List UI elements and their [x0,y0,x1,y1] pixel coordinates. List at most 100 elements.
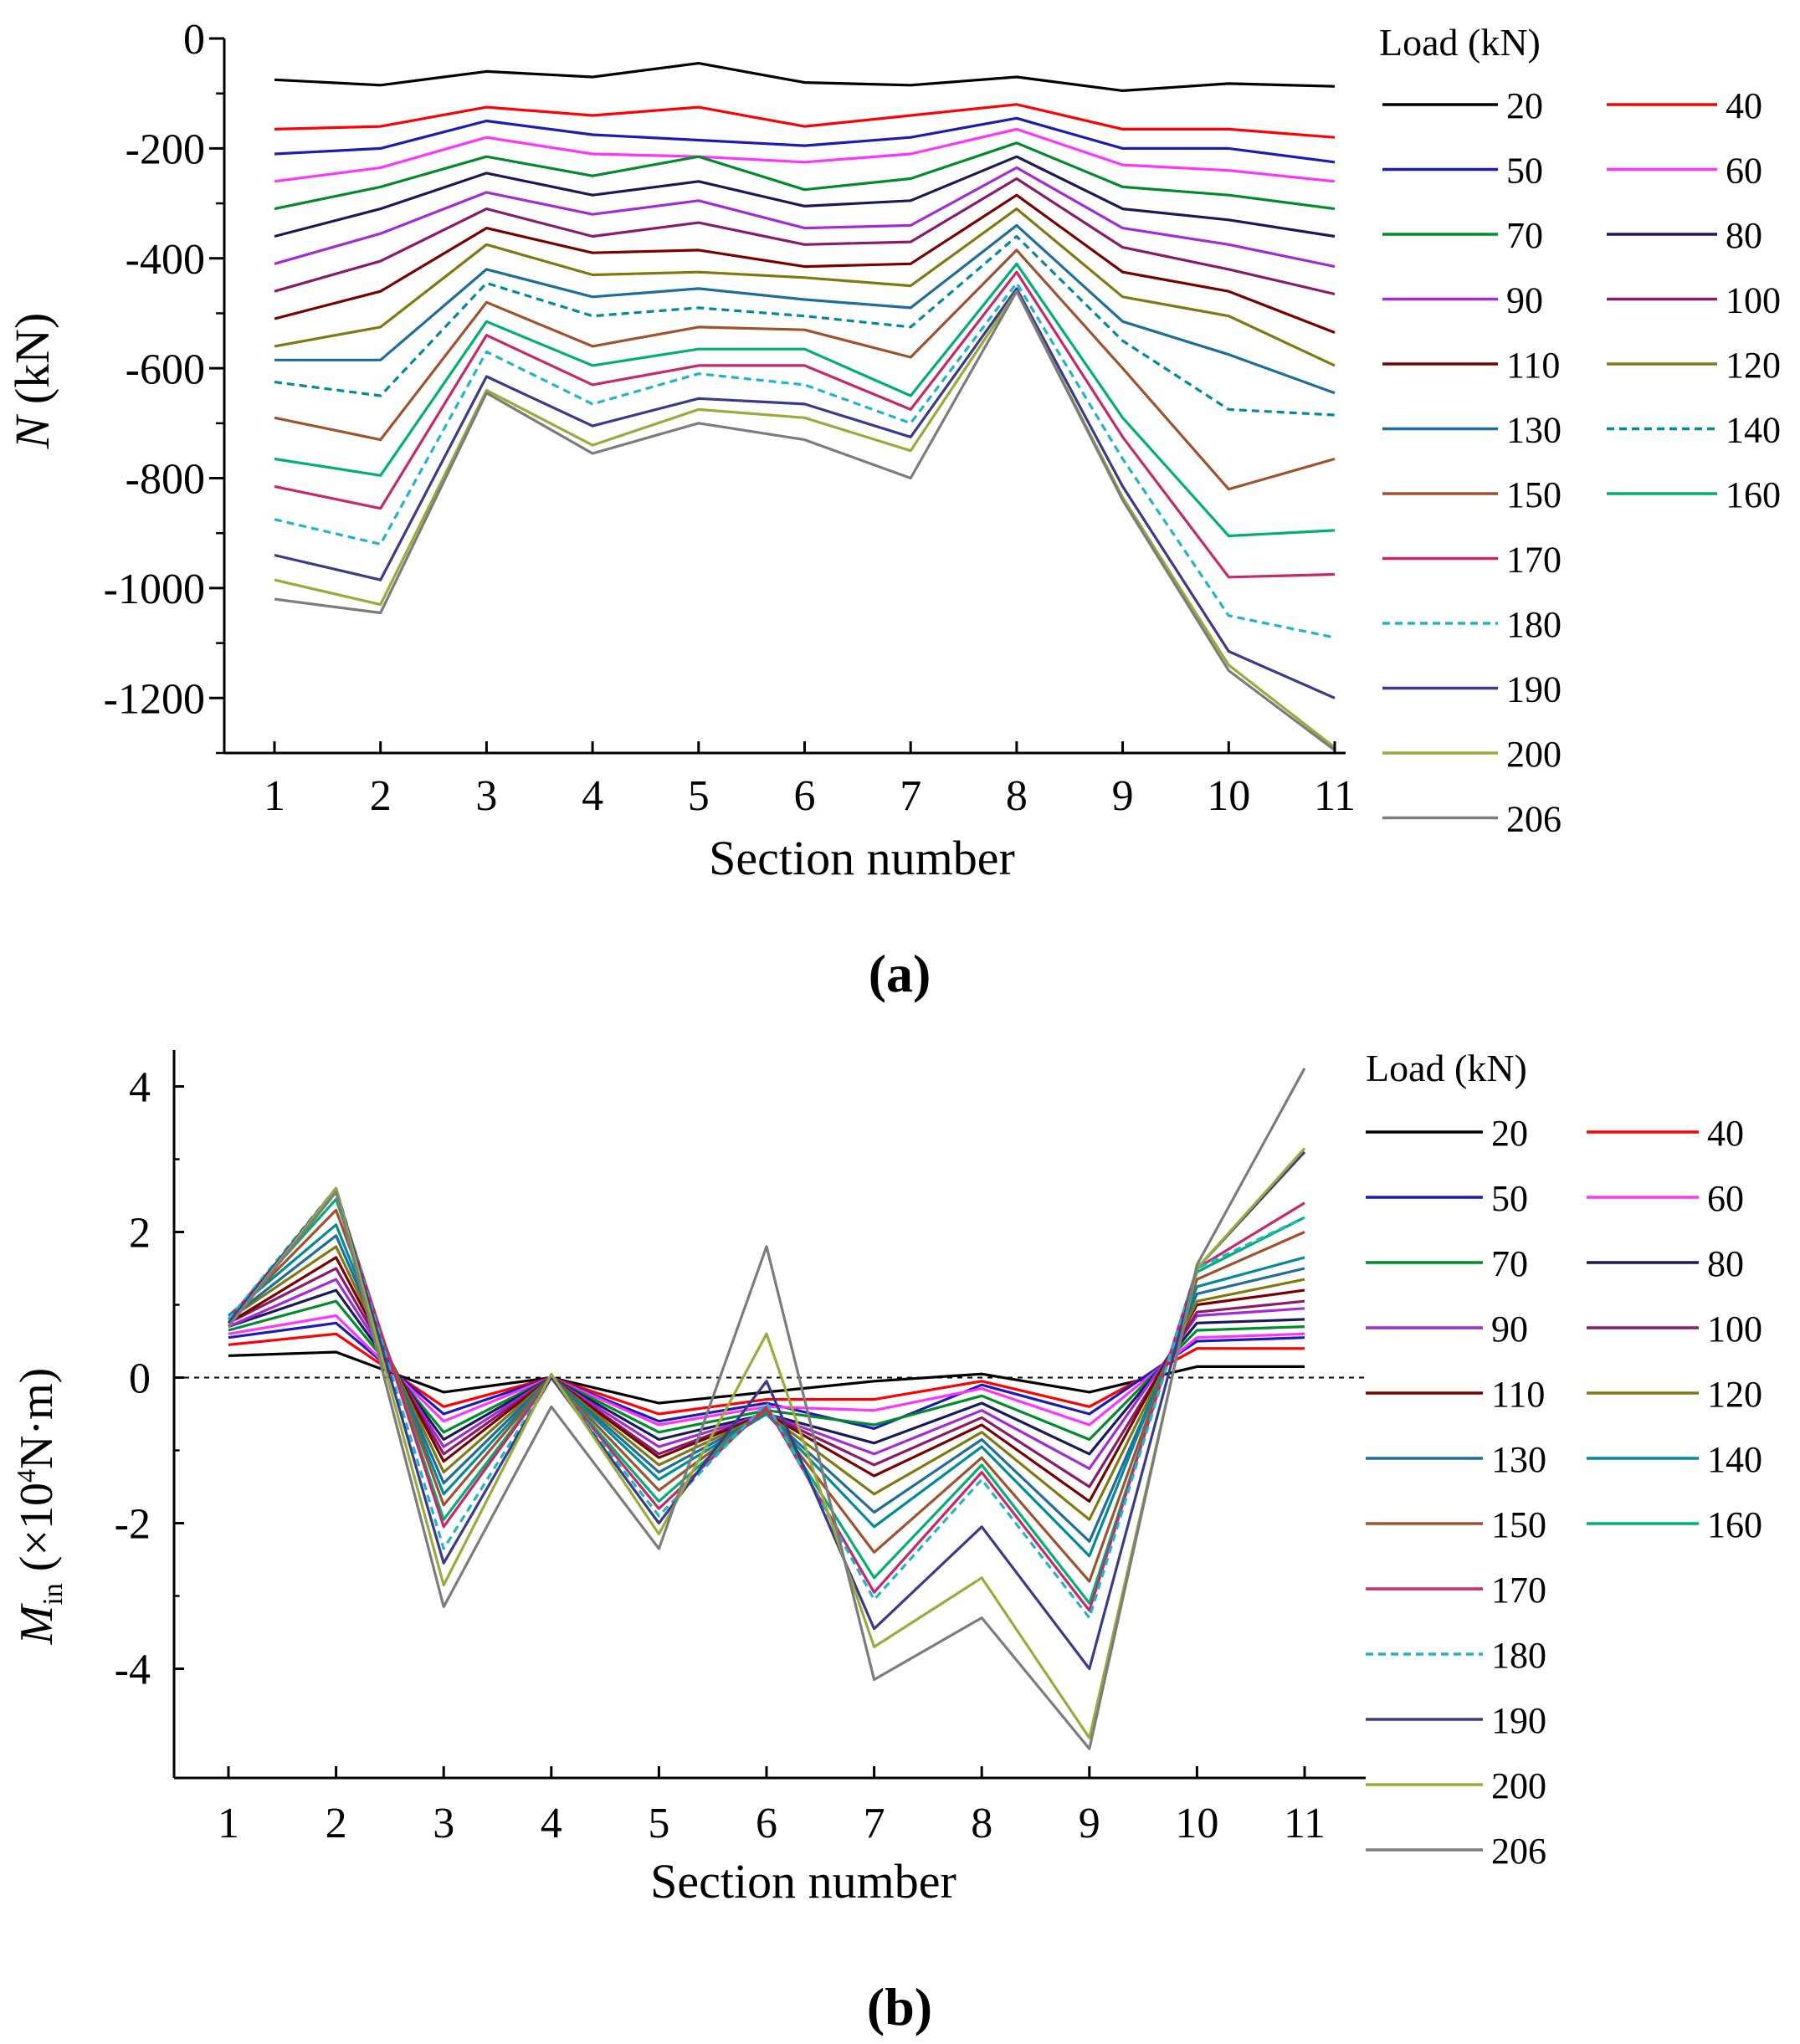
panel-a-series-line-160 [274,262,1336,538]
panel-a-y-tick-label: -600 [126,346,205,393]
panel-a-x-tick-label: 3 [475,772,497,820]
panel-b-y-tick-label: -2 [115,1501,151,1549]
panel-b-series-line-190 [227,1150,1306,1671]
panel-a-series-line-190 [274,287,1336,699]
panel-b-legend-label-70: 70 [1491,1243,1528,1284]
panel-b-legend: Load (kN) 20 40 50 60 70 80 90 100 110 120 130 140 1… [1366,1047,1762,1872]
panel-a-y-axis-label: N (kN) [5,313,59,450]
panel-a-x-tick-label: 11 [1314,772,1356,820]
panel-a-y-tick-label: -1000 [104,566,205,613]
panel-b-x-tick-label: 2 [326,1800,347,1847]
panel-b-legend-label-40: 40 [1707,1113,1744,1154]
panel-a-legend-label-140: 140 [1726,409,1781,450]
panel-a-x-tick-label: 8 [1006,772,1028,820]
panel-b-y-tick-label: 0 [129,1355,151,1403]
panel-a-series-line-140 [274,234,1336,417]
panel-b-legend-label-190: 190 [1491,1700,1546,1741]
panel-b-x-tick-label: 5 [648,1800,669,1847]
panel-a-legend-label-170: 170 [1506,539,1562,580]
panel-a-legend-label-150: 150 [1506,474,1562,515]
panel-a-series-line-180 [274,281,1336,639]
panel-a-legend: Load (kN) 20 40 50 60 70 80 90 100 110 120 130 140 1… [1379,21,1781,839]
panel-a-x-tick-label: 6 [794,772,816,820]
panel-b-x-tick-label: 8 [971,1800,992,1847]
panel-b-y-axis-label: Min (×104N·m) [11,1368,69,1646]
panel-a-series-line-70 [274,141,1336,211]
panel-b-legend-label-140: 140 [1707,1439,1762,1480]
panel-a-series-line-110 [274,193,1336,334]
panel-a-legend-label-70: 70 [1506,215,1543,256]
panel-a-legend-label-120: 120 [1726,345,1781,386]
panel-a-x-tick-label: 4 [582,772,603,820]
panel-a-legend-label-100: 100 [1726,279,1781,320]
panel-a-y-tick-label: -400 [126,236,205,284]
panel-b-legend-label-120: 120 [1707,1374,1762,1415]
panel-a-legend-label-110: 110 [1506,345,1560,386]
panel-b-y-axis-label-subscript: in [38,1583,69,1605]
panel-a-x-tick-label: 1 [264,772,285,820]
panel-b-legend-label-20: 20 [1491,1113,1528,1154]
panel-a-series-line-120 [274,207,1336,367]
panel-a-series-line-50 [274,116,1336,164]
panel-b-x-tick-label: 11 [1284,1800,1326,1847]
panel-a-x-tick-label: 9 [1112,772,1134,820]
panel-b-y-axis-label-superscript: 4 [11,1469,41,1483]
panel-a-x-tick-label: 10 [1207,772,1250,820]
panel-b-series-line-206 [227,1068,1306,1750]
panel-b-x-tick-label: 7 [864,1800,885,1847]
panel-b-legend-label-100: 100 [1707,1309,1762,1350]
panel-b-x-tick-label: 10 [1175,1800,1218,1847]
panel-b-legend-label-150: 150 [1491,1504,1546,1545]
panel-b-y-axis-label-symbol: M [11,1602,63,1645]
panel-b-legend-label-206: 206 [1491,1831,1546,1872]
panel-a-y-axis-label-symbol: N [5,413,59,449]
panel-b-series-line-150 [227,1208,1305,1583]
panel-a-series-line-100 [274,177,1336,296]
panel-a-series-line-130 [274,223,1336,395]
panel-b-y-tick-label: 4 [129,1064,151,1112]
panel-a-legend-label-190: 190 [1506,669,1562,710]
panel-b-y-tick-label: -4 [115,1647,151,1694]
panel-a-series-line-200 [274,289,1336,749]
panel-a-series-line-40 [274,103,1336,139]
panel-b-y-axis-label-unit-a: (×10 [11,1483,63,1583]
panel-a-axes [209,37,1346,755]
panel-a-x-tick-label: 7 [900,772,921,820]
panel-b-x-tick-label: 1 [218,1800,239,1847]
panel-b-legend-label-170: 170 [1491,1570,1546,1611]
panel-a-series-line-206 [274,289,1336,751]
panel-a-series-line-80 [274,155,1336,238]
panel-b-legend-label-60: 60 [1707,1178,1744,1219]
panel-a-legend-label-160: 160 [1726,474,1781,515]
panel-a-x-axis-label: Section number [709,831,1015,885]
panel-a-legend-label-40: 40 [1726,85,1762,126]
panel-b-legend-title: Load (kN) [1366,1047,1527,1089]
panel-a-y-axis-label-unit: (kN) [5,313,59,417]
panel-b-legend-label-200: 200 [1491,1765,1546,1806]
panel-a-legend-label-50: 50 [1506,150,1543,191]
panel-b-legend-label-90: 90 [1491,1309,1528,1350]
panel-a-legend-title: Load (kN) [1379,21,1541,64]
panel-b-legend-label-110: 110 [1491,1374,1545,1415]
panel-a-legend-label-60: 60 [1726,150,1762,191]
panel-b-x-tick-label: 3 [433,1800,454,1847]
panel-a-tick-labels: 0 -200 -400 -600 -800 -1000 -1200 1 2 3 4 5 6 7 8 9 10 11 [104,16,1356,820]
panel-a-series-line-170 [274,270,1336,579]
panel-a-legend-label-20: 20 [1506,85,1543,126]
panel-b-series-line-20 [228,1350,1305,1405]
panel-a-x-tick-label: 2 [370,772,392,820]
panel-a-legend-label-200: 200 [1506,734,1562,775]
panel-b-legend-label-50: 50 [1491,1178,1528,1219]
panel-a-x-tick-label: 5 [688,772,710,820]
panel-b-legend-label-160: 160 [1707,1504,1762,1545]
panel-b-x-tick-label: 6 [756,1800,777,1847]
panel-b-series-lines [227,1068,1306,1750]
panel-a-y-tick-label: -1200 [104,676,205,724]
panel-a-legend-label-180: 180 [1506,604,1562,645]
panel-b-x-tick-label: 4 [541,1800,562,1847]
panel-a-label: (a) [869,944,931,1003]
panel-b-chart: 420-2-41 2 3 4 5 6 7 8 9 10 11 Section number Min … [11,1047,1762,2036]
panel-a-legend-label-130: 130 [1506,409,1562,450]
panel-a-legend-label-90: 90 [1506,279,1543,320]
